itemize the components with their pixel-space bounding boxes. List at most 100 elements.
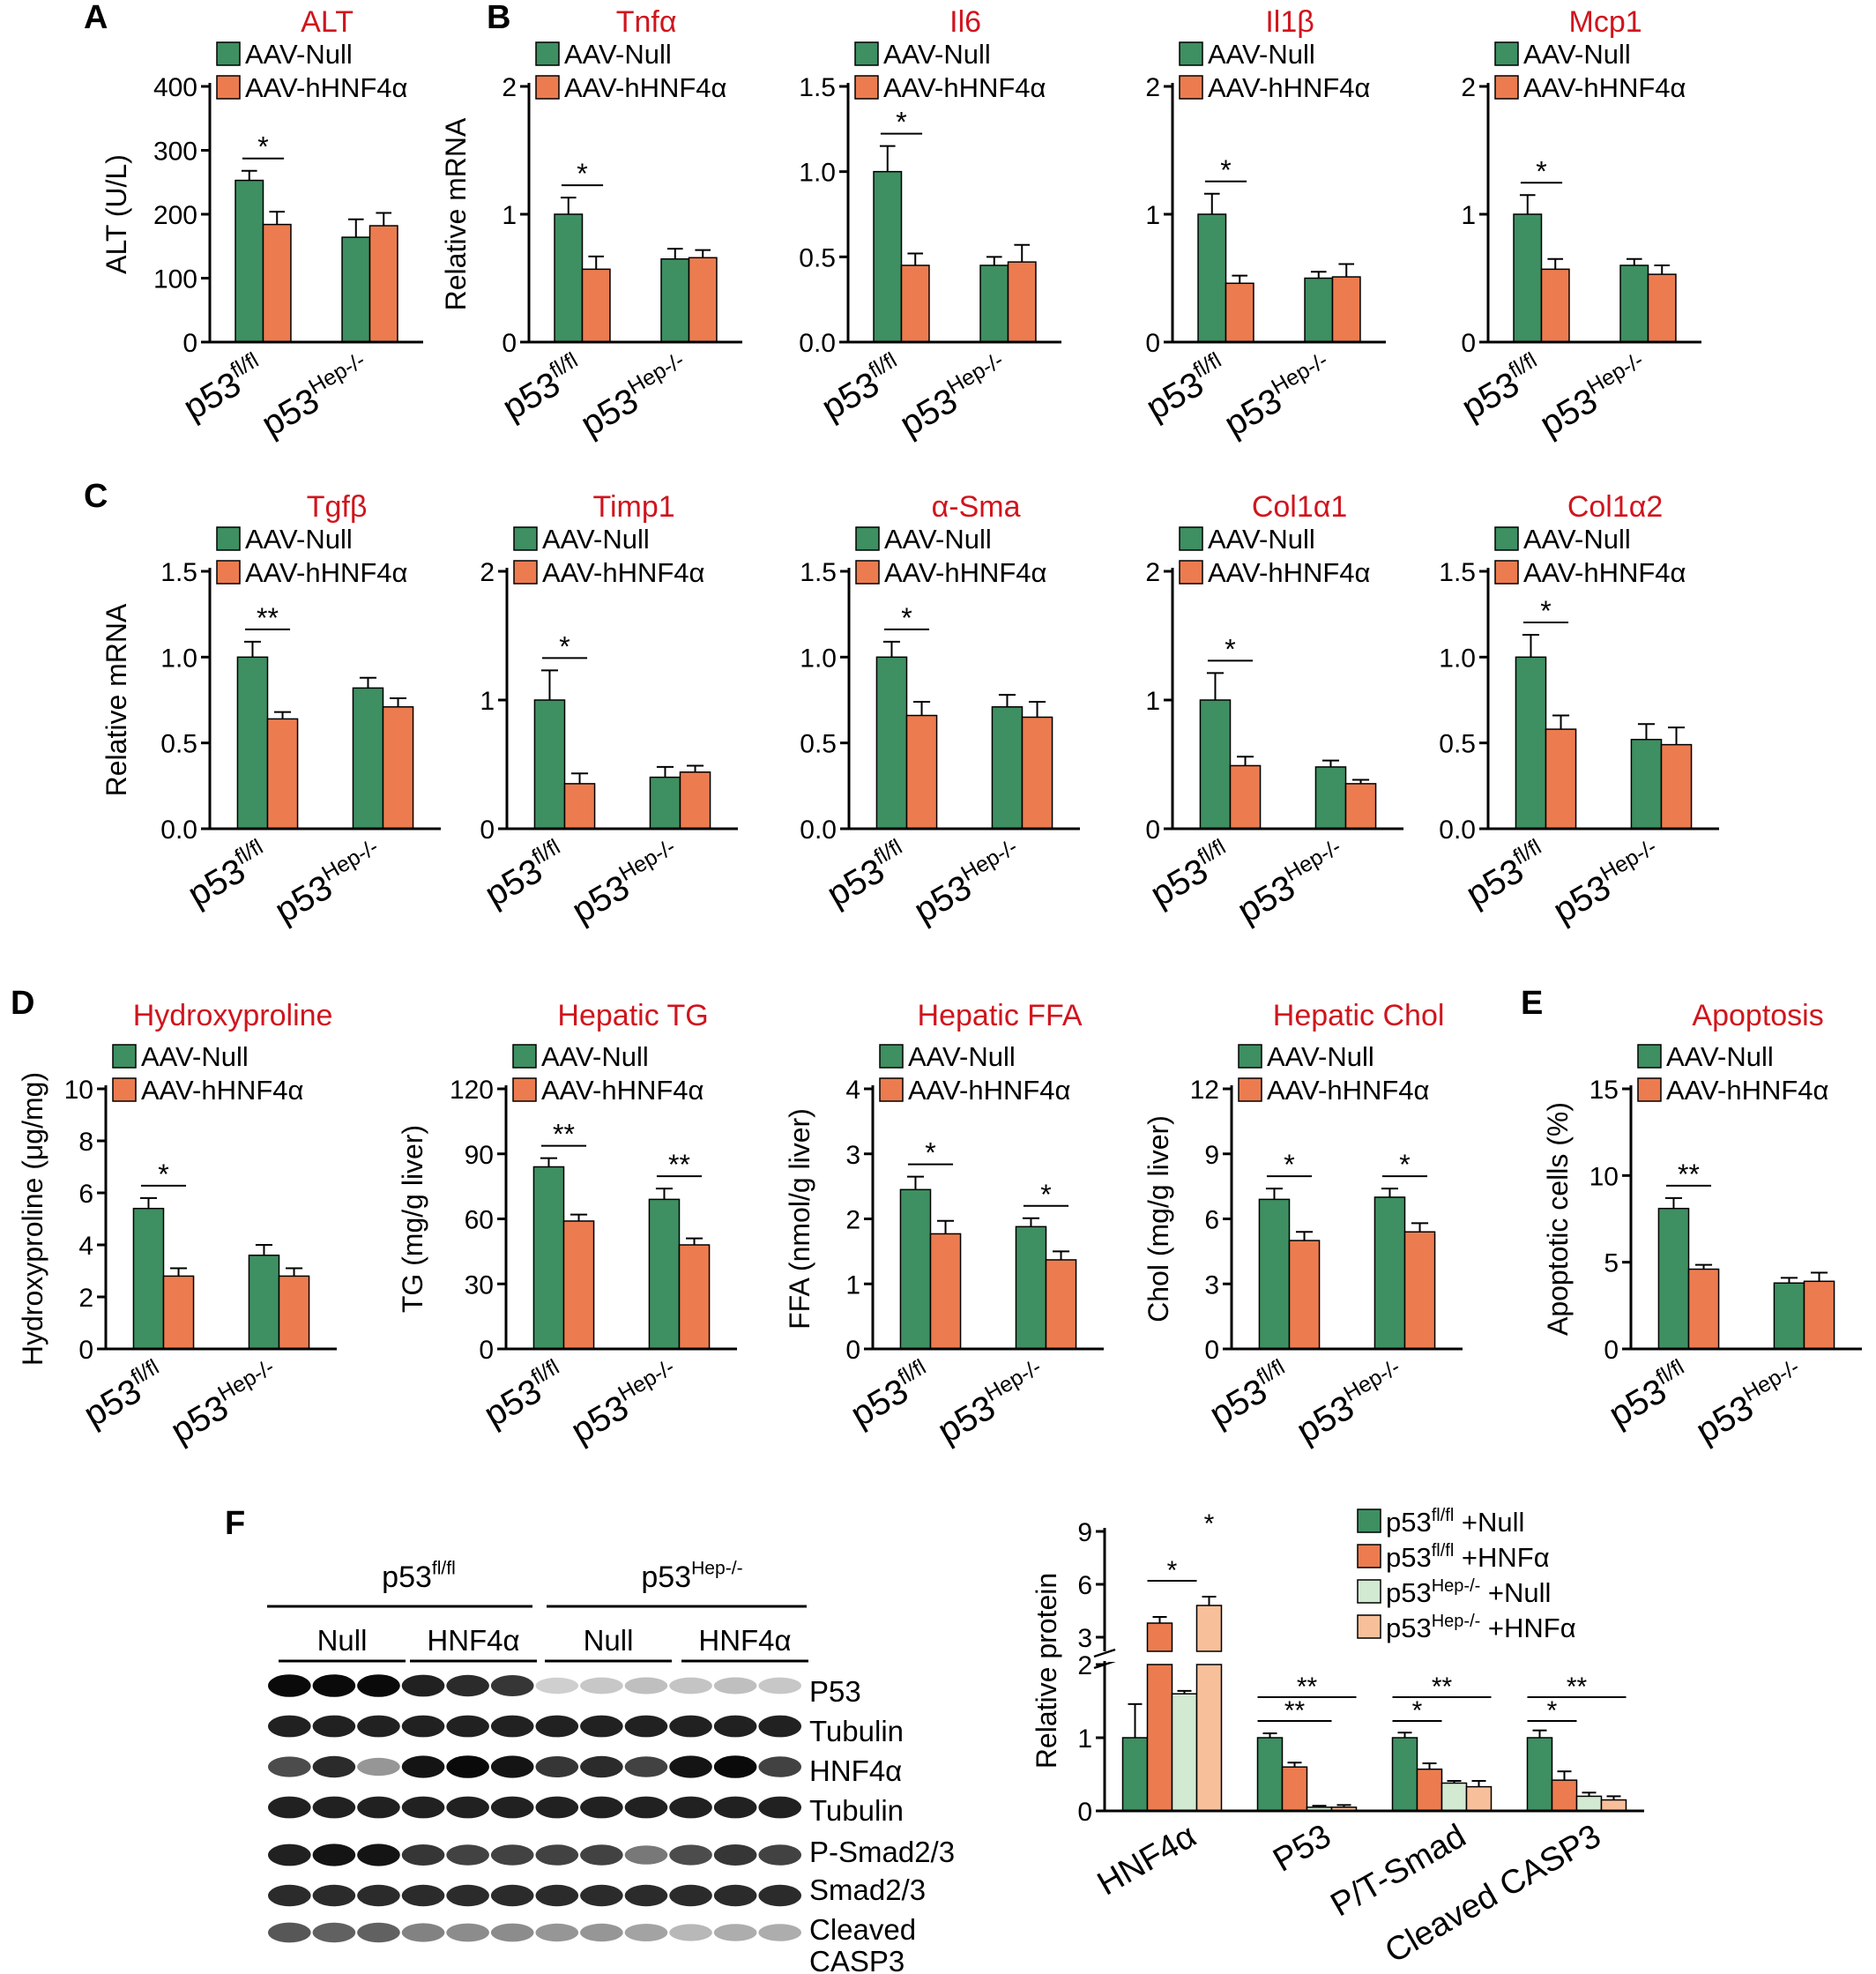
blot-band (401, 1923, 445, 1942)
blot-band (535, 1796, 579, 1819)
significance-marker: * (1284, 1149, 1294, 1181)
y-tick-label: 12 (1190, 1076, 1219, 1105)
y-tick-label: 0 (1461, 329, 1476, 358)
y-tick-label: 100 (153, 265, 197, 294)
blot-band (312, 1796, 356, 1819)
blot-band (312, 1755, 356, 1778)
y-tick-label: 1 (502, 201, 517, 230)
blot-subgroup-label: Null (584, 1624, 634, 1657)
bar (248, 1255, 280, 1350)
significance-marker: * (1204, 1509, 1215, 1538)
legend-label-sup: Hep-/- (1432, 1612, 1481, 1631)
significance-marker: * (1167, 1556, 1178, 1585)
chart-title: Tgfβ (307, 490, 368, 524)
legend-label: AAV-hHNF4α (1208, 72, 1371, 103)
blot-band (624, 1845, 668, 1865)
x-category-label: p53Hep-/- (254, 348, 378, 443)
panel-letter-F: F (225, 1505, 245, 1542)
significance-marker: ** (1284, 1696, 1306, 1725)
bar (352, 687, 384, 830)
legend-swatch (1494, 41, 1519, 66)
blot-band (490, 1755, 534, 1778)
significance-marker: ** (1678, 1158, 1700, 1190)
bar (368, 225, 398, 343)
bar (688, 257, 718, 343)
y-tick-label: 0.5 (1439, 730, 1476, 759)
blot-band (535, 1715, 579, 1738)
y-tick-label: 1.5 (1439, 558, 1476, 587)
bar (1515, 656, 1547, 830)
legend-label: p53fl/fl +Null (1386, 1506, 1524, 1538)
bar (679, 771, 711, 830)
legend-swatch (513, 560, 538, 585)
bar (266, 718, 299, 830)
y-tick-label: 1.5 (800, 558, 837, 587)
blot-band (312, 1715, 356, 1738)
significance-marker: * (1547, 1696, 1558, 1725)
x-category-label: p53Hep-/- (1545, 835, 1670, 930)
blot-band (669, 1844, 712, 1866)
blot-row-label: P-Smad2/3 (809, 1836, 955, 1868)
blot-subgroup-label: HNF4α (427, 1624, 519, 1657)
blot-band (580, 1796, 623, 1819)
x-category-label: p53Hep-/- (1688, 1355, 1813, 1450)
blot-band (758, 1715, 801, 1738)
legend-swatch (879, 1077, 904, 1102)
blot-band (446, 1884, 489, 1907)
y-axis-label: TG (mg/g liver) (397, 1125, 428, 1313)
blot-band (490, 1796, 534, 1819)
bar (533, 699, 566, 830)
bar (382, 706, 414, 830)
y-tick-label: 2 (1077, 1651, 1092, 1680)
y-tick-label: 1.5 (160, 558, 197, 587)
blot-band (535, 1844, 579, 1866)
y-tick-label: 9 (1077, 1518, 1092, 1547)
x-category-label: p53Hep-/- (1230, 835, 1354, 930)
blot-band (713, 1677, 757, 1695)
blot-subgroup-label: HNF4α (698, 1624, 791, 1657)
x-category-label-sup: Hep-/- (318, 835, 383, 886)
blot-band (401, 1755, 445, 1778)
bar (1440, 1782, 1468, 1812)
blot-band (669, 1755, 712, 1778)
blot-band (580, 1755, 623, 1778)
y-tick-label: 4 (845, 1076, 860, 1105)
y-tick-label: 1 (1077, 1724, 1092, 1754)
bar (1121, 1737, 1149, 1812)
legend-swatch (513, 526, 538, 551)
bar (1803, 1280, 1835, 1350)
legend-swatch (535, 41, 560, 66)
bar (929, 1233, 962, 1350)
bar (562, 1220, 595, 1350)
legend-label-suffix: +HNFα (1454, 1542, 1549, 1573)
blot-band (580, 1923, 623, 1942)
significance-marker: * (577, 158, 587, 190)
legend-label-base: p53 (1386, 1542, 1432, 1573)
blot-band (357, 1884, 400, 1907)
significance-marker: * (896, 107, 906, 138)
legend-label: AAV-hHNF4α (1523, 557, 1686, 588)
axis-break-mark (1093, 1648, 1116, 1658)
bar (875, 656, 908, 830)
significance-marker: * (1399, 1149, 1410, 1181)
y-tick-label: 0 (502, 329, 517, 358)
legend-swatch (1238, 1044, 1262, 1069)
y-axis-label: Relative mRNA (440, 117, 472, 310)
x-category-label-sup: Hep-/- (957, 835, 1022, 886)
bar (1288, 1240, 1321, 1350)
significance-marker: * (1220, 154, 1231, 186)
blot-band (401, 1674, 445, 1697)
blot-band (535, 1923, 579, 1942)
blot-band (446, 1674, 489, 1697)
legend-label: AAV-Null (908, 1041, 1016, 1072)
y-tick-label: 30 (465, 1270, 494, 1300)
y-tick-label: 0 (182, 329, 197, 358)
blot-row-label: Tubulin (809, 1794, 904, 1827)
legend-swatch (216, 526, 241, 551)
y-tick-label: 15 (1589, 1076, 1619, 1105)
blot-band (713, 1924, 757, 1941)
y-tick-label: 6 (78, 1180, 93, 1209)
bar (1331, 276, 1361, 343)
